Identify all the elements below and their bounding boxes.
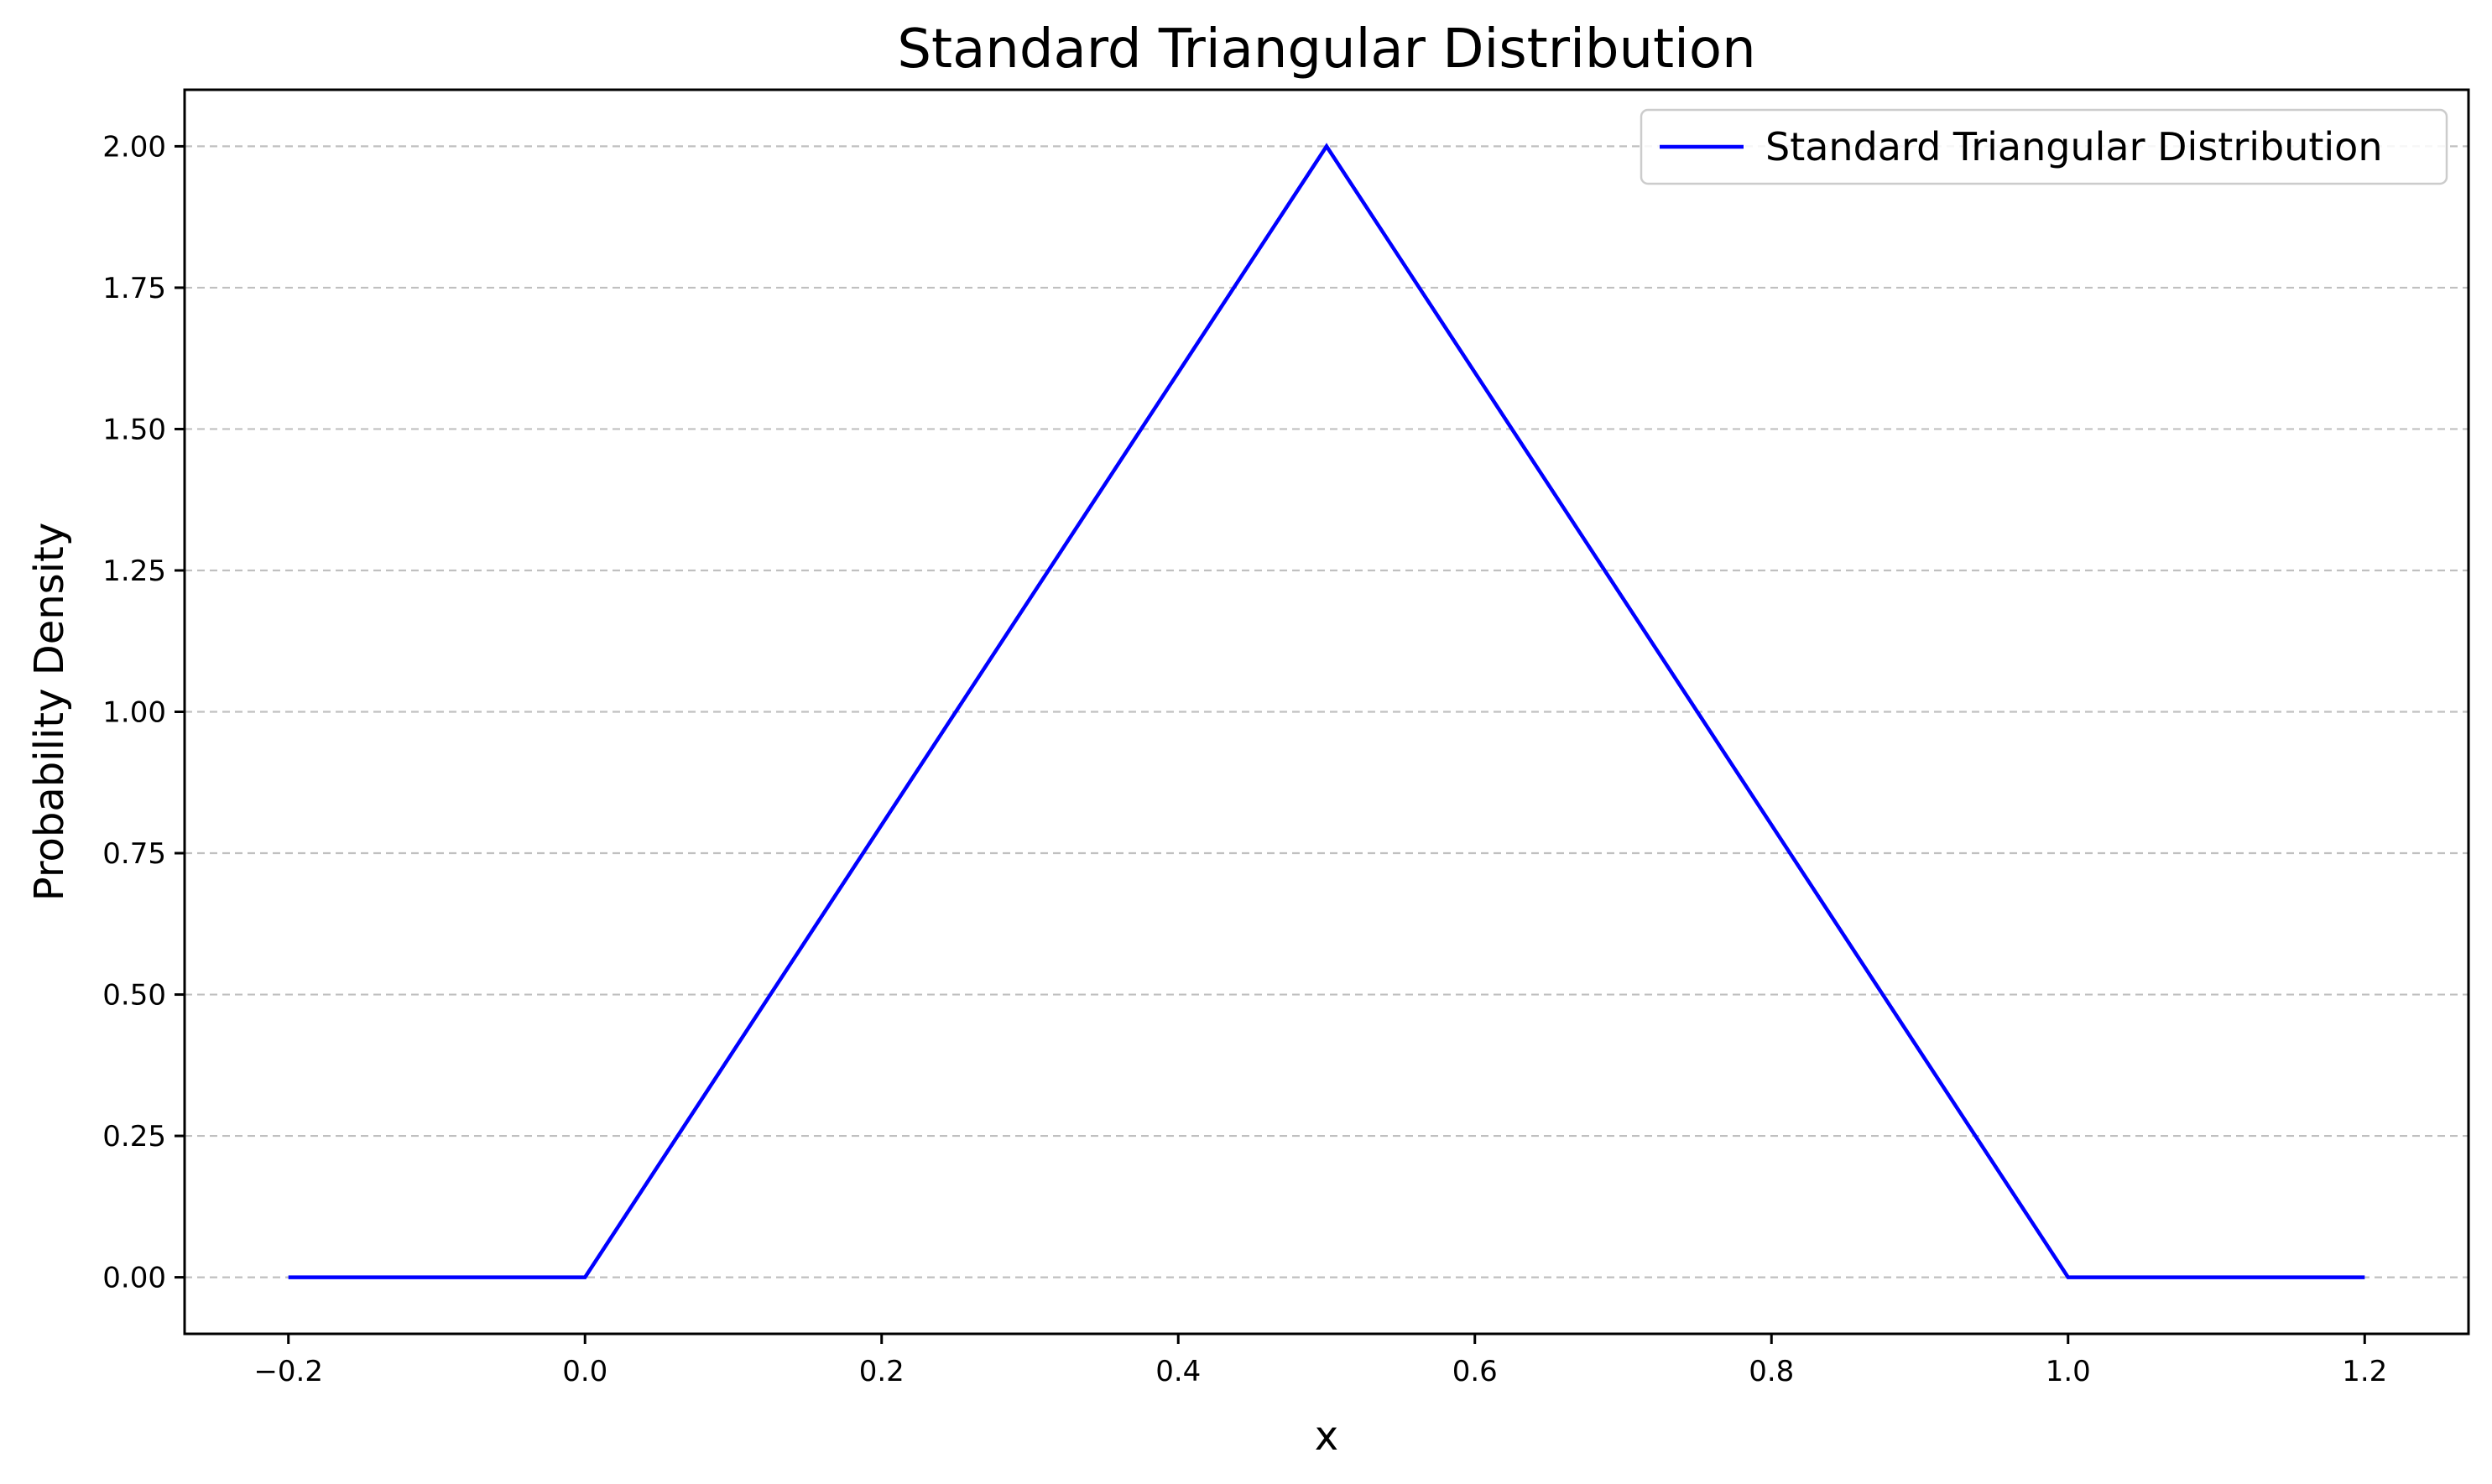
x-tick-label: 1.0 [2046, 1355, 2091, 1388]
x-tick-label: −0.2 [253, 1355, 323, 1388]
plot-series [288, 143, 2365, 1279]
y-tick-label: 0.00 [102, 1262, 166, 1295]
legend-label: Standard Triangular Distribution [1765, 124, 2382, 169]
x-tick-label: 1.2 [2342, 1355, 2387, 1388]
grid-lines [185, 145, 2469, 1278]
x-axis-ticks: −0.2 0.0 0.2 0.4 0.6 0.8 1.0 1.2 [253, 1334, 2387, 1388]
y-axis-ticks: 0.00 0.25 0.50 0.75 1.00 1.25 1.50 1.75 2.00 [102, 130, 185, 1295]
y-tick-label: 0.75 [102, 837, 166, 871]
x-tick-label: 0.4 [1155, 1355, 1201, 1388]
y-tick-label: 2.00 [102, 130, 166, 164]
x-tick-label: 0.6 [1452, 1355, 1498, 1388]
chart-title: Standard Triangular Distribution [897, 18, 1755, 81]
legend: Standard Triangular Distribution [1640, 108, 2448, 185]
y-tick-label: 1.00 [102, 696, 166, 730]
x-tick-label: 0.2 [859, 1355, 905, 1388]
y-tick-label: 0.25 [102, 1120, 166, 1153]
y-tick-label: 0.50 [102, 979, 166, 1013]
series-line [288, 143, 2365, 1279]
y-axis-label: Probability Density [26, 523, 73, 901]
x-tick-label: 0.8 [1749, 1355, 1794, 1388]
y-tick-label: 1.50 [102, 413, 166, 446]
x-axis-label: x [1315, 1413, 1338, 1460]
y-tick-label: 1.25 [102, 555, 166, 588]
x-tick-label: 0.0 [562, 1355, 607, 1388]
y-tick-label: 1.75 [102, 272, 166, 305]
legend-box [1640, 108, 2448, 185]
